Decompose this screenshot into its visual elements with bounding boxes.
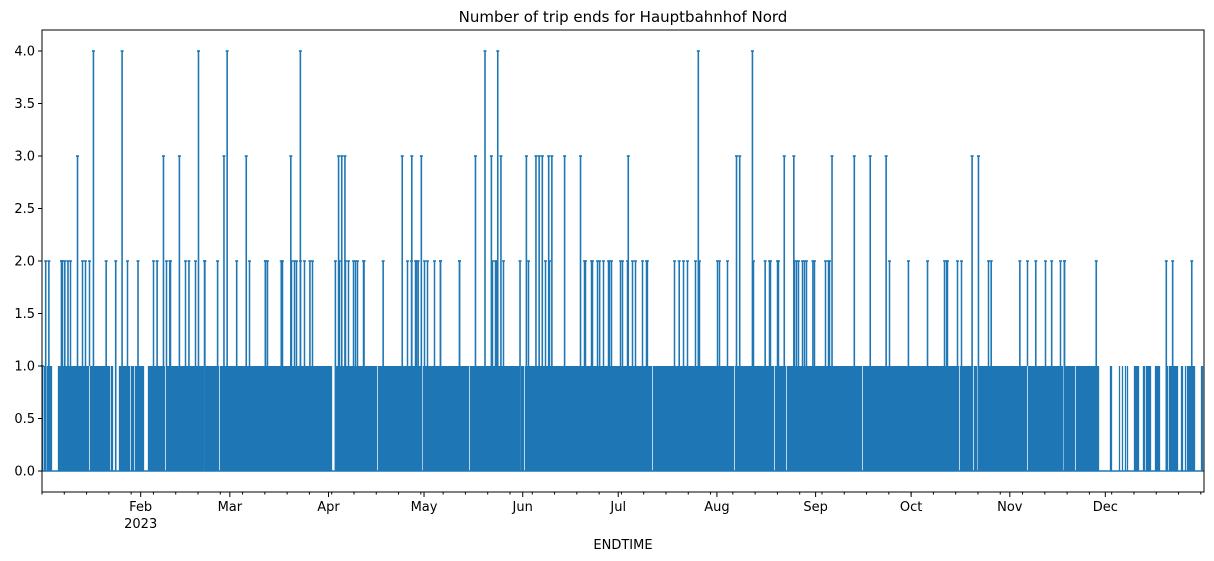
y-tick-label: 1.5 — [14, 307, 35, 322]
x-tick-label: May — [411, 500, 438, 515]
x-tick-label: Jun — [512, 500, 533, 515]
x-tick-label: Aug — [704, 500, 729, 515]
y-tick-label: 1.0 — [14, 360, 35, 375]
plot-frame — [41, 29, 1205, 493]
x-tick-label: Apr — [317, 500, 340, 515]
x-tick-label: Feb — [129, 500, 152, 515]
y-tick-label: 0.0 — [14, 465, 35, 480]
chart-title: Number of trip ends for Hauptbahnhof Nor… — [459, 8, 788, 26]
x-tick-sublabel: 2023 — [124, 517, 157, 532]
x-axis-label: ENDTIME — [593, 538, 652, 553]
y-axis: 0.0 0.5 1.0 1.5 2.0 2.5 3.0 3.5 4.0 — [14, 45, 42, 480]
y-tick-label: 3.5 — [14, 97, 35, 112]
x-tick-label: Nov — [997, 500, 1023, 515]
x-axis: Feb 2023 Mar Apr May Jun Jul Aug Sep Oct Nov Dec — [41, 492, 1202, 532]
x-tick-label: Dec — [1093, 500, 1118, 515]
x-tick-label: Oct — [900, 500, 922, 515]
y-tick-label: 3.0 — [14, 150, 35, 165]
x-tick-label: Mar — [218, 500, 243, 515]
y-tick-label: 0.5 — [14, 412, 35, 427]
x-tick-label: Sep — [803, 500, 828, 515]
series-marks — [41, 50, 1204, 472]
y-tick-label: 2.5 — [14, 202, 35, 217]
y-tick-label: 2.0 — [14, 255, 35, 270]
x-tick-label: Jul — [609, 500, 626, 515]
y-tick-label: 4.0 — [14, 45, 35, 60]
